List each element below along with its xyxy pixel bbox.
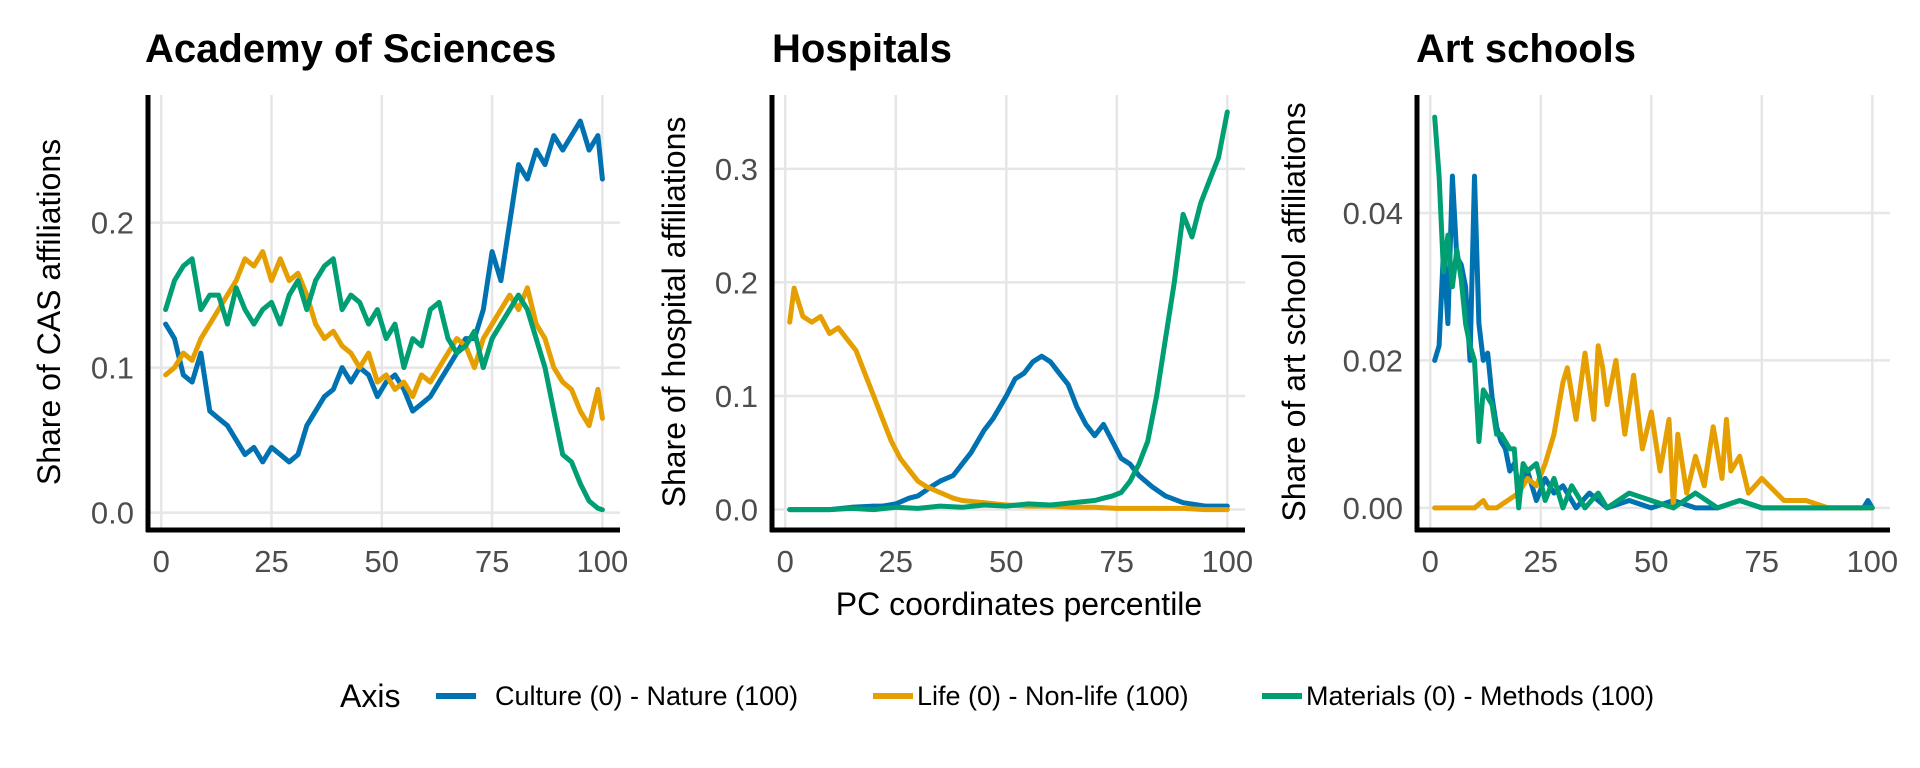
y-tick-label: 0.2 — [715, 265, 758, 300]
panel-hospitals: Hospitals Share of hospital affiliations… — [656, 27, 1253, 622]
y-tick-label: 0.0 — [715, 493, 758, 528]
panel-title: Art schools — [1416, 27, 1636, 71]
x-tick-label: 50 — [989, 544, 1023, 579]
y-axis-label: Share of art school affiliations — [1276, 102, 1312, 521]
panel-title: Hospitals — [772, 27, 952, 71]
x-tick-label: 75 — [1745, 544, 1779, 579]
grid — [772, 95, 1245, 530]
series-line-materials-0-methods-100 — [787, 109, 1230, 513]
legend-label-culture-nature: Culture (0) - Nature (100) — [495, 681, 798, 711]
legend-label-materials-methods: Materials (0) - Methods (100) — [1306, 681, 1654, 711]
panel-title: Academy of Sciences — [145, 27, 556, 71]
x-tick-label: 50 — [1634, 544, 1668, 579]
series-line-life-0-non-life-100 — [787, 285, 1230, 513]
legend-title: Axis — [340, 678, 400, 714]
x-tick-label: 0 — [777, 544, 794, 579]
y-axis-label: Share of hospital affiliations — [656, 117, 692, 508]
x-tick-label: 75 — [1100, 544, 1134, 579]
legend-label-life-nonlife: Life (0) - Non-life (100) — [917, 681, 1189, 711]
x-tick-label: 0 — [1422, 544, 1439, 579]
series-line-life-0-non-life-100 — [163, 249, 605, 429]
series-line-culture-0-nature-100 — [1432, 173, 1875, 511]
series-line-life-0-non-life-100 — [1432, 343, 1875, 511]
x-tick-label: 0 — [153, 544, 170, 579]
y-tick-label: 0.2 — [91, 206, 134, 241]
panel-art-schools: Art schools Share of art school affiliat… — [1276, 27, 1898, 579]
x-tick-label: 25 — [254, 544, 288, 579]
y-tick-label: 0.1 — [715, 379, 758, 414]
series-line-culture-0-nature-100 — [787, 353, 1230, 513]
y-tick-label: 0.1 — [91, 351, 134, 386]
y-tick-label: 0.04 — [1343, 196, 1403, 231]
x-tick-label: 75 — [475, 544, 509, 579]
x-tick-label: 50 — [365, 544, 399, 579]
series-line-materials-0-methods-100 — [1432, 114, 1875, 511]
y-tick-label: 0.02 — [1343, 343, 1403, 378]
y-tick-label: 0.0 — [91, 496, 134, 531]
grid — [1417, 95, 1890, 530]
y-axis-label: Share of CAS affiliations — [31, 139, 67, 485]
legend: Axis Culture (0) - Nature (100) Life (0)… — [340, 678, 1654, 714]
series-line-culture-0-nature-100 — [163, 118, 605, 465]
x-axis-label: PC coordinates percentile — [836, 586, 1202, 622]
y-tick-label: 0.00 — [1343, 491, 1403, 526]
series-line-materials-0-methods-100 — [163, 256, 605, 513]
x-tick-label: 100 — [576, 544, 628, 579]
y-tick-label: 0.3 — [715, 152, 758, 187]
x-tick-label: 25 — [1524, 544, 1558, 579]
x-tick-label: 25 — [879, 544, 913, 579]
x-tick-label: 100 — [1201, 544, 1253, 579]
panel-academy-of-sciences: Academy of Sciences Share of CAS affilia… — [31, 27, 628, 579]
x-tick-label: 100 — [1846, 544, 1898, 579]
